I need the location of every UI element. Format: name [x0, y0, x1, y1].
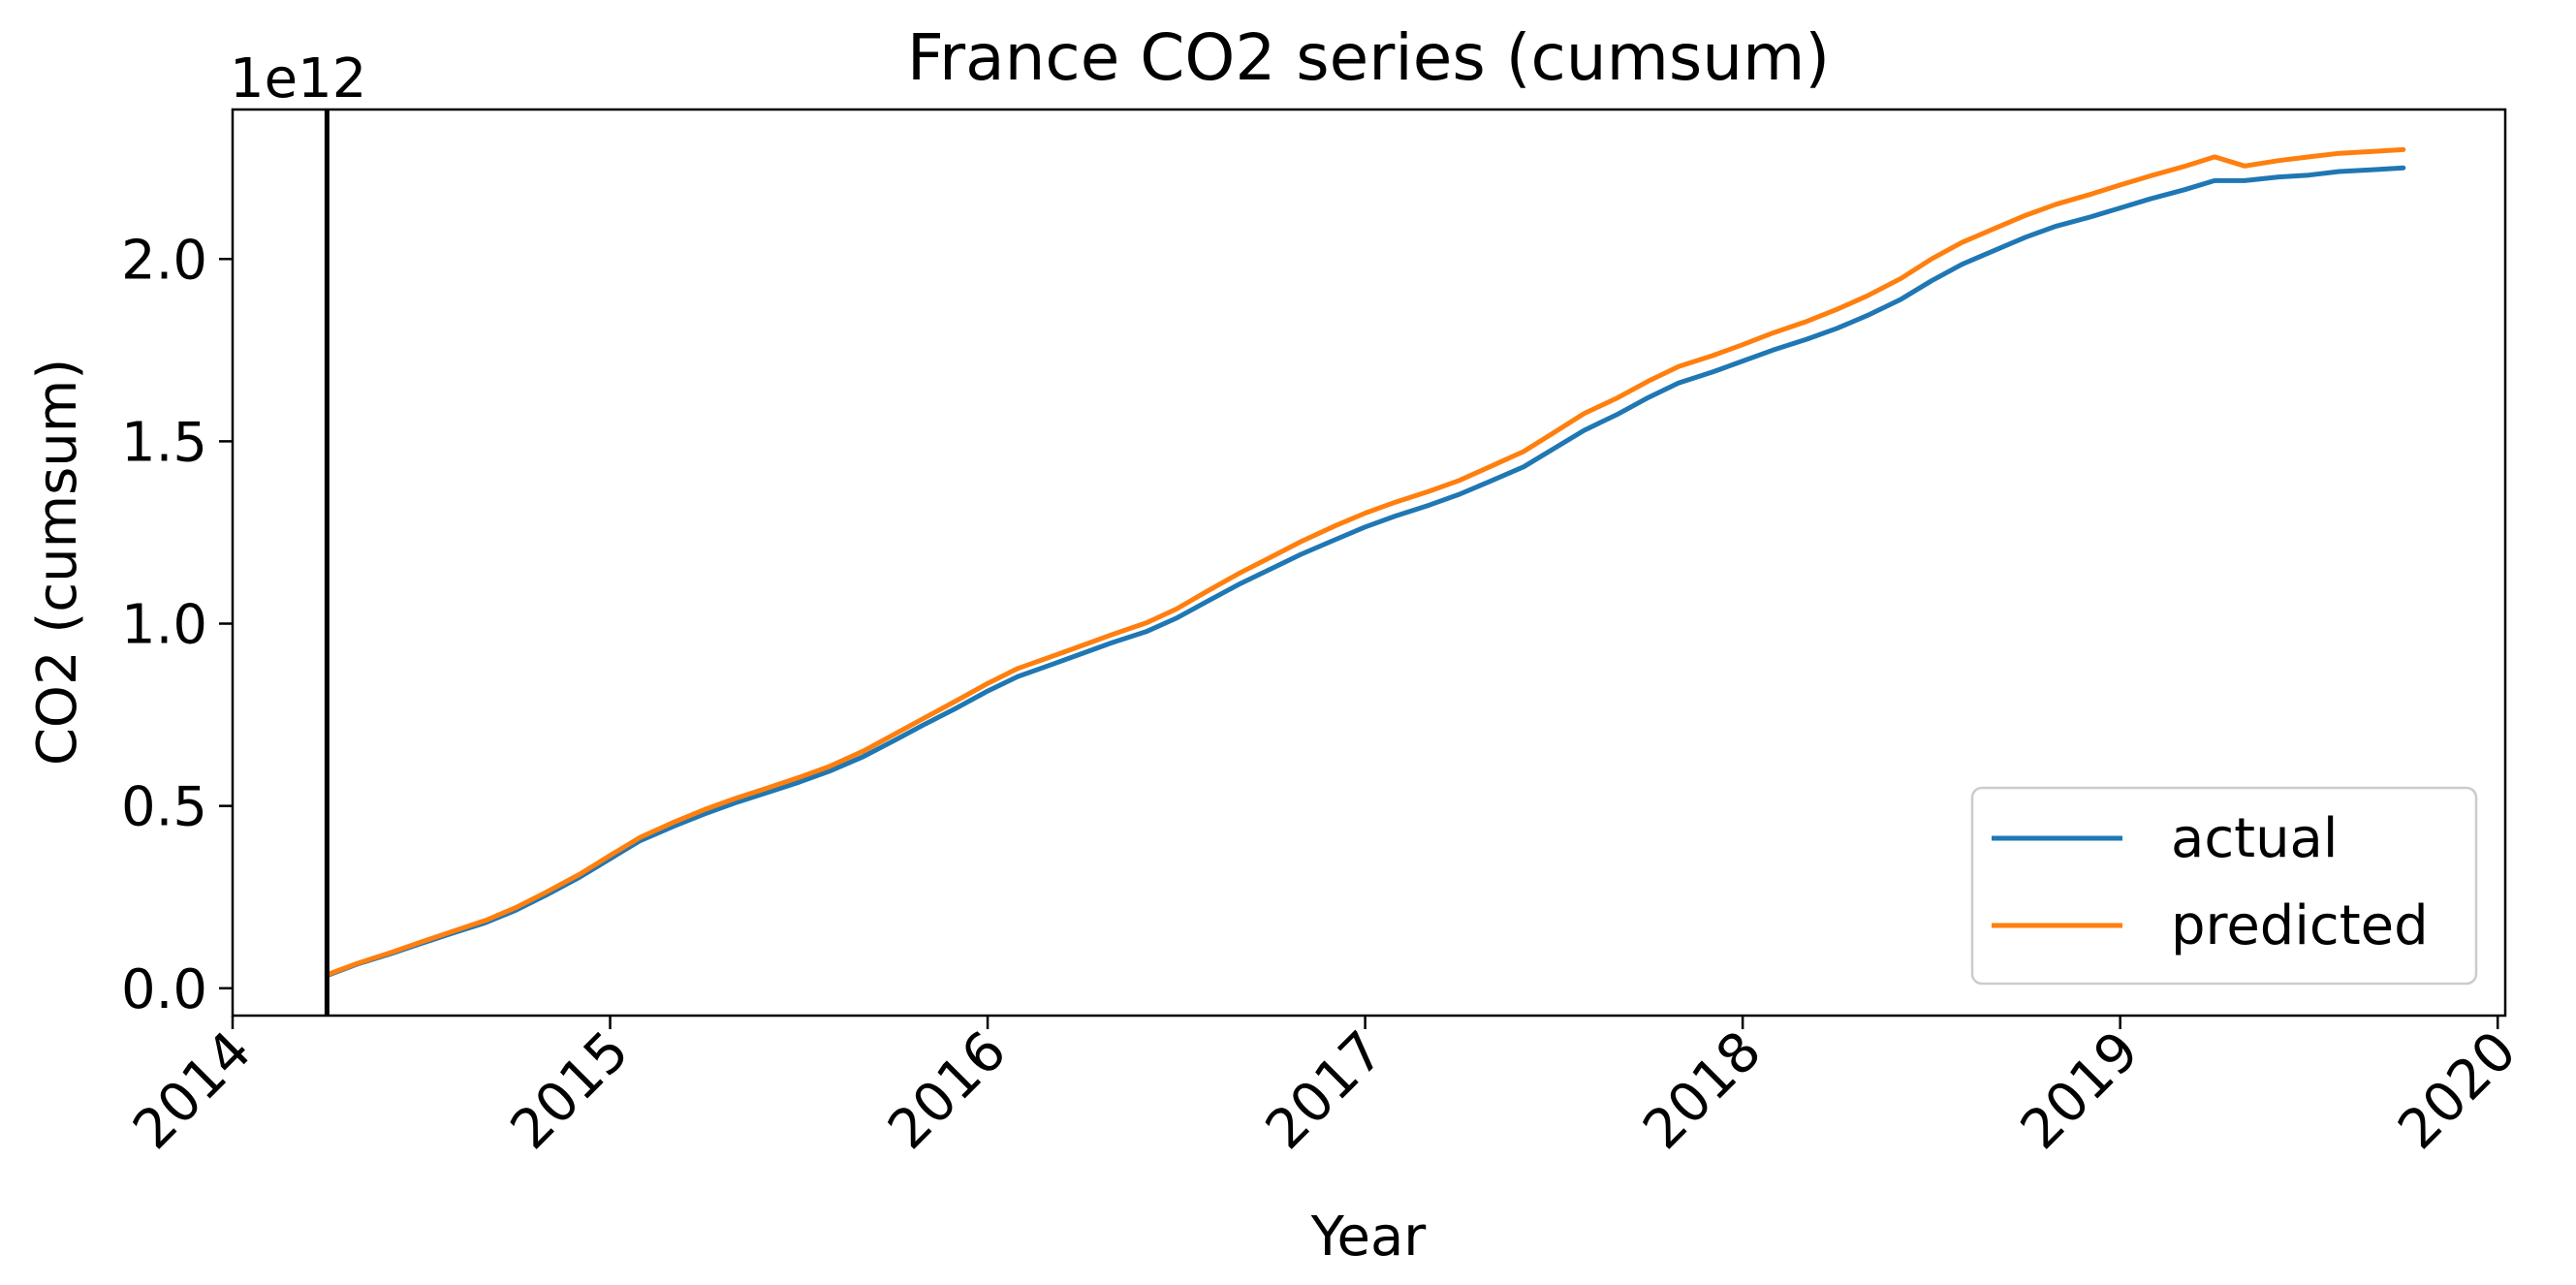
chart-title: France CO2 series (cumsum)	[907, 20, 1830, 95]
series-line-actual	[324, 165, 2406, 979]
legend: actual predicted	[1970, 786, 2478, 986]
series-line-predicted	[324, 146, 2406, 978]
y-tick-label: 1.0	[121, 594, 207, 657]
y-tick-label: 0.0	[121, 958, 207, 1021]
legend-label-actual: actual	[2171, 807, 2338, 870]
y-tick-label: 2.0	[121, 229, 207, 292]
y-tick-label: 1.5	[121, 411, 207, 474]
y-axis: 0.0 0.5 1.0 1.5 2.0	[121, 229, 233, 1021]
x-axis-label: Year	[1310, 1206, 1428, 1269]
legend-label-predicted: predicted	[2171, 894, 2429, 957]
plot-lines	[324, 146, 2406, 979]
y-axis-label: CO2 (cumsum)	[26, 359, 89, 766]
y-tick-label: 0.5	[121, 776, 207, 839]
y-offset-label: 1e12	[230, 47, 366, 110]
plot-frame	[231, 108, 2507, 1018]
